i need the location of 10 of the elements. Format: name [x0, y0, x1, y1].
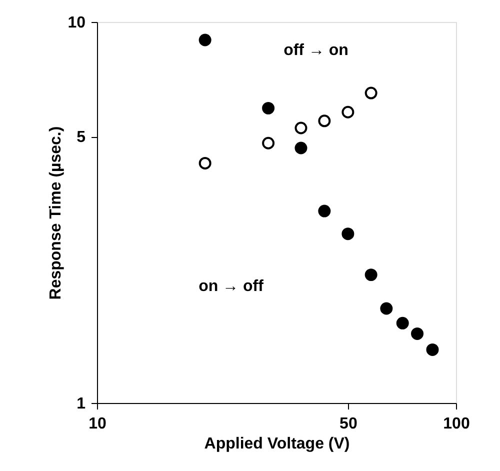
- y-axis-title: Response Time (µsec.): [48, 126, 65, 300]
- x-tick-label: 100: [443, 416, 470, 432]
- y-tick-label: 1: [76, 396, 86, 412]
- annotation: on → off: [198, 278, 264, 295]
- y-tick-label: 10: [68, 14, 86, 32]
- x-axis-title: Applied Voltage (V): [204, 436, 350, 452]
- x-tick-label: 10: [88, 416, 106, 432]
- y-tick-label: 5: [76, 129, 86, 146]
- annotation: off → on: [284, 42, 348, 59]
- x-tick-label: 50: [340, 416, 358, 432]
